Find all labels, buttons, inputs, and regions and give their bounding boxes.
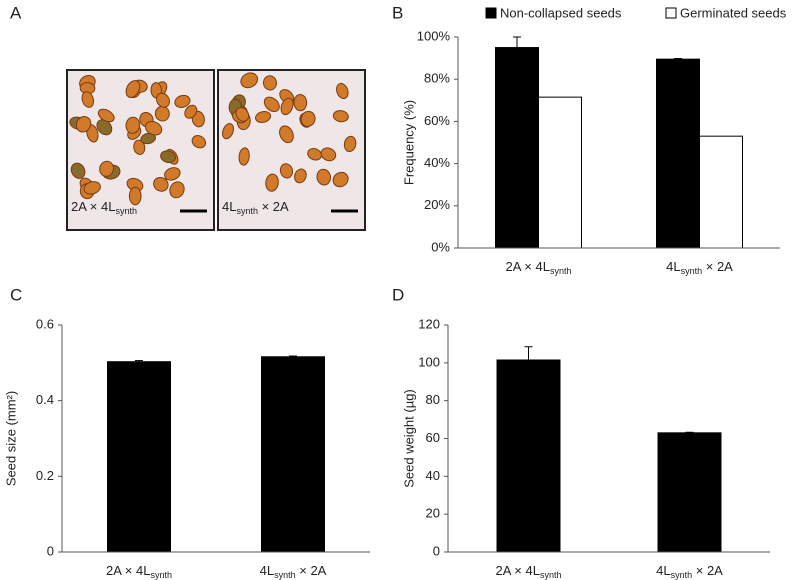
seed: [222, 123, 235, 140]
y-tick-label: 0%: [431, 239, 450, 254]
y-tick-label: 100: [418, 354, 440, 369]
bar: [495, 47, 539, 249]
photo-panel: 2A × 4Lsynth 4Lsynth × 2A: [66, 69, 366, 231]
seed: [279, 163, 294, 179]
bar: [657, 432, 722, 553]
error-bar: [524, 346, 533, 360]
x-tick-label: 2A × 4Lsynth: [496, 563, 562, 580]
seed: [128, 186, 142, 206]
y-tick-label: 60%: [424, 113, 450, 128]
seed: [169, 181, 185, 199]
x-tick-label: 4Lsynth × 2A: [260, 563, 327, 580]
seed: [300, 110, 316, 127]
seed: [125, 80, 141, 98]
y-tick-label: 20%: [424, 197, 450, 212]
y-tick-label: 40%: [424, 155, 450, 170]
y-tick-label: 120: [418, 316, 440, 331]
seed: [174, 94, 191, 108]
legend-swatch: [665, 7, 677, 19]
panel-label: D: [392, 285, 404, 304]
y-axis-title: Seed size (mm²): [3, 391, 18, 486]
photo-label: 4Lsynth × 2A: [222, 199, 289, 216]
seed: [133, 139, 146, 155]
seed: [316, 168, 332, 186]
y-tick-label: 0: [47, 543, 54, 558]
seed: [332, 171, 349, 188]
error-bar: [685, 431, 694, 433]
seed: [343, 135, 357, 153]
x-tick-label: 2A × 4Lsynth: [106, 563, 172, 580]
bar: [656, 58, 700, 249]
seed: [265, 173, 279, 192]
error-bar: [135, 360, 143, 362]
seed: [332, 110, 349, 123]
panel-label: C: [10, 285, 22, 304]
legend-label: Germinated seeds: [680, 5, 787, 20]
seed: [293, 93, 308, 112]
seed: [279, 125, 294, 144]
seed: [263, 96, 280, 113]
seed: [184, 104, 198, 119]
panel-label: A: [10, 3, 22, 22]
bar: [699, 135, 743, 249]
x-tick-label: 4Lsynth × 2A: [666, 259, 733, 276]
seed: [235, 107, 250, 122]
legend-label: Non-collapsed seeds: [500, 5, 622, 20]
x-tick-label: 4Lsynth × 2A: [656, 563, 723, 580]
bar: [107, 361, 171, 553]
seed: [153, 176, 169, 192]
y-tick-label: 80%: [424, 71, 450, 86]
error-bar: [289, 355, 297, 357]
panel-label: B: [392, 3, 403, 22]
seed: [262, 75, 277, 91]
y-axis-title: Seed weight (µg): [401, 389, 416, 488]
seed: [320, 147, 337, 162]
seed: [280, 97, 294, 116]
photo-label: 2A × 4Lsynth: [71, 199, 137, 216]
seed: [155, 92, 170, 108]
y-tick-label: 40: [426, 468, 440, 483]
y-tick-label: 0.4: [36, 392, 54, 407]
seed: [99, 160, 114, 177]
seed: [97, 108, 115, 123]
seed: [70, 162, 86, 179]
seed: [125, 116, 141, 134]
bar: [496, 359, 561, 553]
seed: [238, 147, 250, 166]
seed: [81, 91, 95, 108]
y-tick-label: 0.6: [36, 316, 54, 331]
seed: [160, 150, 176, 164]
seed: [191, 135, 207, 149]
seed: [96, 119, 113, 136]
seed: [144, 120, 163, 136]
y-tick-label: 100%: [417, 28, 451, 43]
y-tick-label: 60: [426, 430, 440, 445]
y-tick-label: 0.2: [36, 468, 54, 483]
bar: [261, 356, 325, 553]
seed: [255, 111, 272, 124]
legend-swatch: [485, 7, 497, 19]
seed: [164, 167, 181, 181]
x-tick-label: 2A × 4Lsynth: [506, 259, 572, 276]
seed: [140, 132, 156, 145]
seed: [240, 72, 259, 89]
seed: [75, 116, 92, 133]
y-tick-label: 80: [426, 392, 440, 407]
seed: [83, 181, 101, 195]
seed: [294, 168, 307, 184]
error-bar: [513, 36, 521, 48]
y-axis-title: Frequency (%): [401, 100, 416, 185]
seed: [307, 148, 322, 161]
error-bar: [674, 58, 682, 60]
y-tick-label: 20: [426, 506, 440, 521]
bar: [538, 96, 582, 249]
y-tick-label: 0: [433, 543, 440, 558]
seed: [336, 82, 349, 100]
